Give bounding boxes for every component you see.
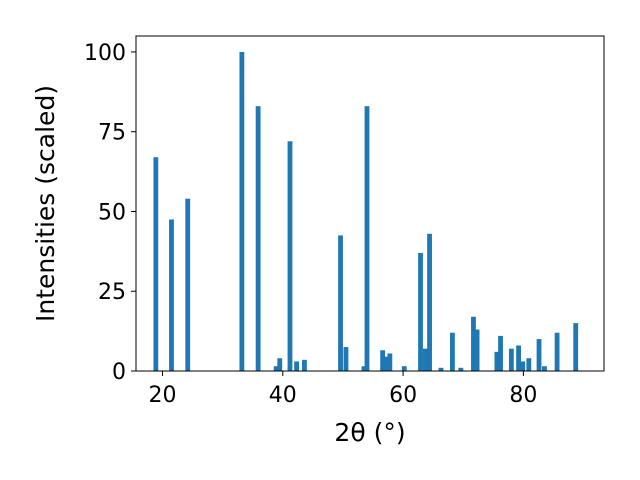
bar xyxy=(287,141,293,371)
bar xyxy=(294,361,300,371)
y-tick-label: 50 xyxy=(98,200,126,225)
bar xyxy=(169,219,174,371)
bar xyxy=(494,351,500,371)
x-tick-label: 40 xyxy=(269,383,297,408)
bar xyxy=(450,332,455,371)
bar xyxy=(542,366,547,371)
x-axis-ticks: 20 40 60 80 xyxy=(148,371,537,408)
bar xyxy=(498,335,503,371)
bar xyxy=(438,367,444,371)
bar xyxy=(185,198,191,371)
bar xyxy=(554,332,560,371)
bar xyxy=(277,358,283,371)
y-tick-label: 25 xyxy=(98,280,126,305)
x-tick-label: 80 xyxy=(509,383,537,408)
y-tick-label: 75 xyxy=(98,121,126,146)
bar xyxy=(343,347,349,371)
plot-frame xyxy=(135,35,605,372)
bar xyxy=(380,350,386,371)
y-axis-label: Intensities (scaled) xyxy=(31,85,60,322)
bar xyxy=(458,367,464,371)
y-tick-label: 0 xyxy=(112,360,126,385)
bar xyxy=(526,358,532,371)
bar xyxy=(239,51,245,371)
y-axis-ticks: 0 25 50 75 100 xyxy=(84,41,136,385)
bar xyxy=(516,345,521,371)
x-tick-label: 60 xyxy=(389,383,417,408)
bar xyxy=(387,353,393,371)
x-axis-label: 2θ (°) xyxy=(334,418,405,447)
bar xyxy=(383,356,389,371)
bar xyxy=(361,366,367,371)
x-tick-label: 20 xyxy=(148,383,176,408)
y-tick-label: 100 xyxy=(84,41,126,66)
bar xyxy=(427,233,432,371)
bar xyxy=(401,366,407,371)
bar xyxy=(471,316,476,371)
bars-group xyxy=(153,51,579,371)
bar xyxy=(573,323,579,371)
bar xyxy=(520,361,526,371)
bar xyxy=(422,348,428,371)
bar xyxy=(153,157,159,371)
bar xyxy=(273,366,279,371)
bar xyxy=(302,359,307,371)
bar xyxy=(508,348,514,371)
bar xyxy=(255,106,261,371)
bar xyxy=(474,329,480,371)
bar xyxy=(536,339,542,371)
bar xyxy=(364,106,370,371)
bar xyxy=(338,235,343,371)
bar xyxy=(418,252,423,371)
